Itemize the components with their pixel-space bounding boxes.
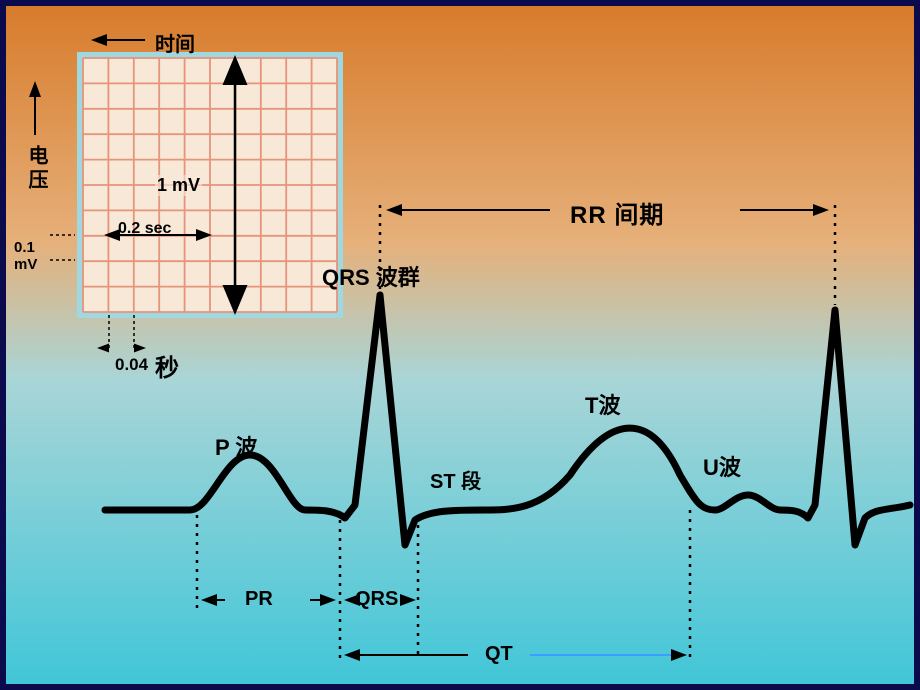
qrs-label: QRS: [355, 588, 398, 611]
qrs-complex-label: QRS 波群: [322, 260, 420, 292]
grid-title-time: 时间: [155, 28, 195, 57]
grid-004-label: 0.04: [115, 355, 148, 375]
qt-label: QT: [485, 643, 513, 666]
p-wave-label: P 波: [215, 430, 257, 462]
grid-02sec-label: 0.2 sec: [118, 220, 171, 238]
u-wave-label: U波: [703, 450, 741, 482]
background-gradient: [0, 0, 920, 690]
rr-interval-label: RR 间期: [570, 195, 664, 230]
grid-sec-cn-label: 秒: [155, 348, 179, 383]
pr-label: PR: [245, 588, 273, 611]
grid-01mv-label: 0.1 mV: [14, 240, 37, 273]
grid-1mv-label: 1 mV: [155, 175, 202, 196]
grid-title-voltage: 电压: [22, 145, 51, 193]
t-wave-label: T波: [585, 388, 620, 420]
st-segment-label: ST 段: [430, 465, 481, 494]
